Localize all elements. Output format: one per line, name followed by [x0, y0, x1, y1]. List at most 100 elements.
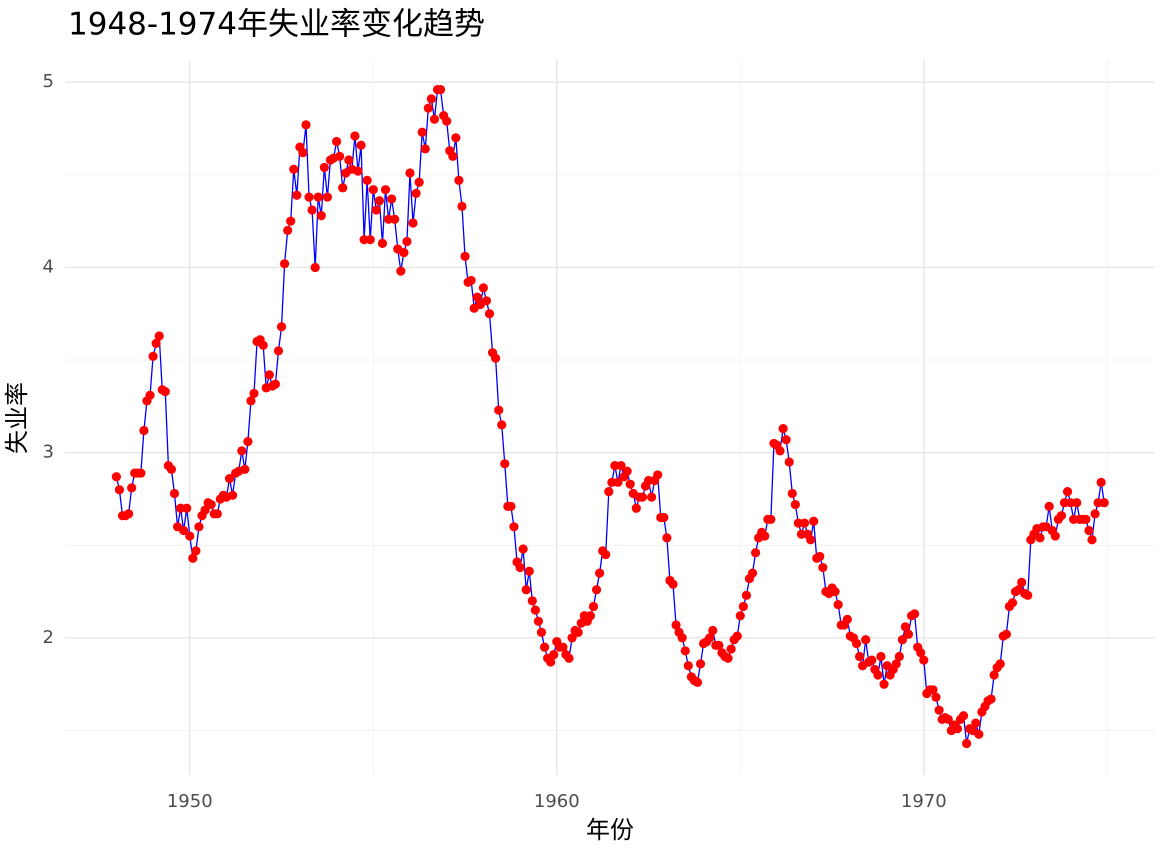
data-point	[818, 562, 828, 573]
data-point	[304, 192, 314, 202]
x-tick-label: 1950	[167, 791, 213, 812]
data-point	[429, 114, 440, 124]
data-point	[484, 309, 495, 319]
data-point	[591, 585, 602, 595]
data-point	[399, 248, 409, 258]
data-point	[787, 488, 797, 499]
data-point	[417, 127, 427, 137]
data-point	[928, 685, 938, 695]
data-point	[191, 546, 201, 556]
data-point	[166, 464, 177, 474]
data-point	[396, 266, 406, 276]
data-point	[509, 522, 519, 532]
data-point	[861, 635, 871, 645]
data-point	[622, 466, 632, 476]
data-point	[240, 464, 250, 474]
data-point	[659, 512, 669, 523]
data-point	[799, 518, 810, 528]
data-point	[714, 640, 724, 650]
data-point	[625, 479, 635, 489]
data-point	[958, 711, 969, 721]
data-point	[916, 648, 926, 658]
y-tick-label: 3	[43, 442, 54, 463]
data-point	[833, 599, 843, 610]
data-point	[891, 659, 901, 669]
data-point	[595, 568, 605, 578]
data-point	[154, 331, 164, 341]
data-point	[677, 633, 687, 643]
data-point	[185, 531, 195, 541]
data-point	[616, 461, 626, 471]
data-point	[549, 649, 559, 660]
data-point	[145, 390, 155, 400]
data-point	[631, 503, 641, 513]
data-point	[405, 168, 415, 178]
data-point	[613, 477, 623, 487]
data-point	[653, 470, 663, 480]
data-point	[778, 424, 788, 434]
data-point	[962, 738, 972, 749]
data-point	[331, 136, 342, 147]
data-point	[466, 275, 476, 286]
data-point	[402, 236, 412, 247]
data-point	[546, 657, 556, 667]
data-point	[228, 490, 238, 500]
data-point	[573, 627, 583, 637]
data-point	[1044, 501, 1054, 512]
data-point	[1081, 514, 1091, 524]
data-line	[115, 88, 1105, 744]
data-point	[952, 724, 963, 734]
x-tick-label: 1960	[534, 791, 580, 812]
data-point	[1001, 629, 1011, 639]
data-point	[662, 533, 672, 543]
data-point	[194, 522, 204, 532]
data-point	[1087, 535, 1097, 545]
data-point	[335, 151, 345, 161]
data-point	[695, 659, 706, 669]
data-point	[319, 162, 329, 173]
data-point	[472, 292, 482, 302]
data-point	[494, 405, 504, 415]
data-point	[292, 190, 302, 200]
data-point	[451, 133, 461, 143]
data-point	[986, 694, 996, 704]
data-point	[423, 103, 433, 113]
data-point	[506, 501, 516, 512]
data-point	[151, 338, 161, 349]
data-point	[500, 459, 510, 469]
data-point	[766, 514, 776, 524]
data-point	[854, 651, 865, 662]
data-point	[585, 611, 596, 621]
y-tick-label: 2	[43, 627, 54, 648]
data-point	[298, 148, 308, 158]
data-point	[533, 616, 544, 626]
data-point	[179, 525, 189, 536]
data-point	[900, 622, 911, 632]
y-axis-label: 失业率	[3, 382, 31, 454]
data-point	[411, 188, 421, 198]
data-point	[527, 596, 537, 606]
data-point	[692, 677, 703, 687]
data-point	[784, 457, 794, 467]
data-point	[705, 633, 715, 643]
data-point	[139, 425, 149, 436]
data-point	[903, 629, 914, 639]
data-point	[270, 379, 281, 389]
data-point	[212, 509, 222, 519]
data-point	[390, 214, 400, 224]
data-point	[806, 535, 816, 545]
data-point	[521, 585, 531, 595]
chart-title: 1948-1974年失业率变化趋势	[68, 7, 485, 43]
data-point	[781, 435, 791, 445]
data-point	[897, 635, 907, 645]
data-point	[301, 120, 311, 130]
data-point	[637, 492, 648, 502]
data-point	[279, 259, 290, 269]
data-point	[124, 509, 134, 519]
data-point	[894, 651, 904, 662]
data-point	[1062, 486, 1073, 497]
data-point	[539, 642, 550, 652]
data-point	[478, 283, 488, 293]
data-point	[1050, 531, 1060, 541]
